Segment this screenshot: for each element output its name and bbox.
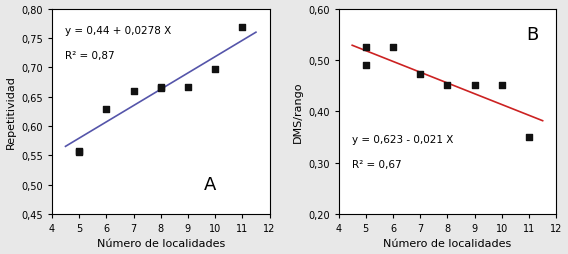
Y-axis label: Repetitividad: Repetitividad	[6, 75, 15, 149]
Y-axis label: DMS/rango: DMS/rango	[293, 81, 302, 142]
Point	[238, 26, 247, 30]
Point	[129, 89, 138, 93]
Point	[156, 85, 165, 89]
Text: y = 0,44 + 0,0278 X: y = 0,44 + 0,0278 X	[65, 26, 171, 36]
Text: R² = 0,87: R² = 0,87	[65, 51, 115, 61]
Text: A: A	[204, 176, 216, 194]
Point	[211, 68, 220, 72]
Point	[74, 149, 83, 153]
Text: y = 0,623 - 0,021 X: y = 0,623 - 0,021 X	[352, 134, 453, 145]
Point	[183, 86, 193, 90]
Point	[361, 46, 370, 50]
Text: R² = 0,67: R² = 0,67	[352, 159, 401, 169]
Point	[102, 108, 111, 112]
Point	[443, 84, 452, 88]
Point	[389, 46, 398, 50]
Point	[74, 150, 83, 154]
Point	[498, 83, 507, 87]
Text: B: B	[526, 26, 538, 44]
Point	[416, 73, 425, 77]
Point	[470, 83, 479, 87]
Point	[361, 64, 370, 68]
X-axis label: Número de localidades: Número de localidades	[97, 239, 225, 248]
X-axis label: Número de localidades: Número de localidades	[383, 239, 512, 248]
Point	[156, 86, 165, 90]
Point	[524, 135, 533, 139]
